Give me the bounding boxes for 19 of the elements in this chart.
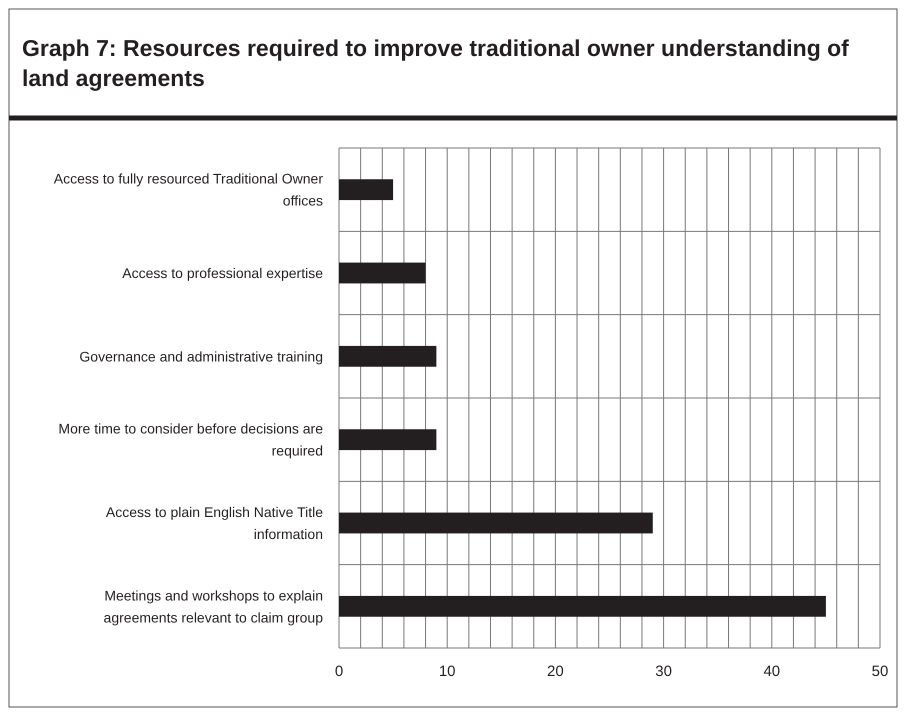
x-tick-label: 40 bbox=[763, 663, 780, 680]
bar bbox=[339, 596, 826, 617]
y-tick-label: Access to fully resourced Traditional Owner offices bbox=[54, 170, 324, 209]
y-tick-label: More time to consider before decisions are required bbox=[58, 420, 324, 459]
x-tick-label: 20 bbox=[547, 663, 564, 680]
chart-title: Graph 7: Resources required to improve traditional owner understanding of land agreements bbox=[22, 35, 850, 91]
y-tick-label: Governance and administrative training bbox=[79, 348, 323, 364]
y-tick-label: Access to professional expertise bbox=[122, 265, 324, 281]
bar bbox=[339, 429, 436, 450]
x-tick-label: 10 bbox=[438, 663, 456, 680]
x-tick-label: 30 bbox=[655, 663, 672, 680]
bar bbox=[339, 512, 653, 534]
x-tick-label: 50 bbox=[872, 663, 888, 680]
bar bbox=[339, 346, 436, 367]
x-tick-label: 0 bbox=[334, 663, 344, 680]
bar bbox=[339, 262, 426, 284]
y-tick-label: Access to plain English Native Title information bbox=[106, 504, 324, 542]
bar bbox=[339, 179, 394, 200]
y-tick-label: Meetings and workshops to explain agreements relevant to claim group bbox=[104, 587, 324, 626]
